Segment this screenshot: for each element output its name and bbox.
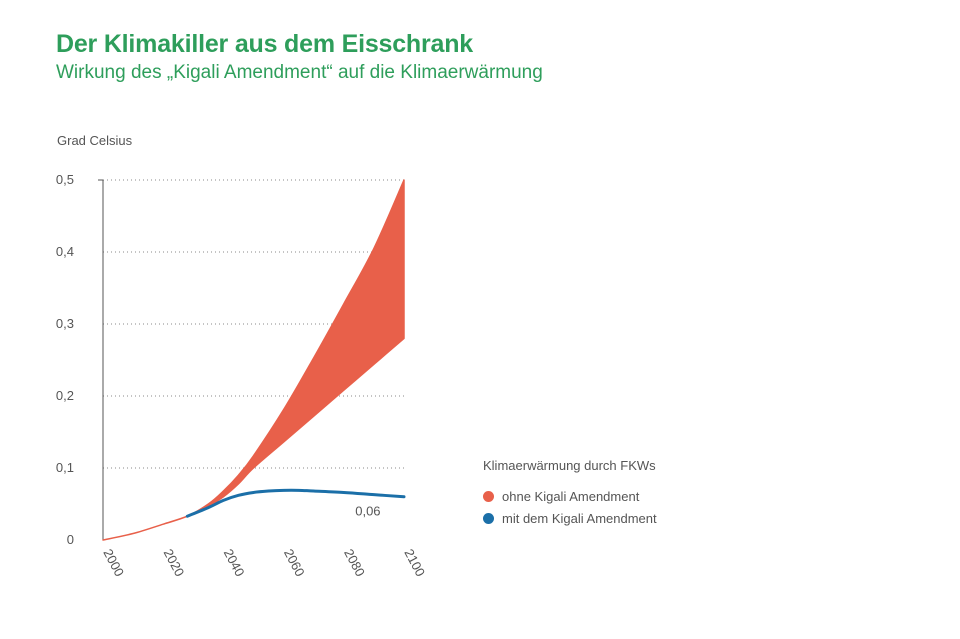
legend-swatch-ohne <box>483 490 494 502</box>
y-tick-label: 0,1 <box>56 460 74 475</box>
y-tick-label: 0,4 <box>56 244 74 259</box>
band-ohne-kigali <box>102 179 405 541</box>
annotation-end-value: 0,06 <box>355 504 380 519</box>
legend-item-ohne: ohne Kigali Amendment <box>483 485 657 507</box>
x-tick-label: 2040 <box>221 546 248 579</box>
y-tick-label: 0,3 <box>56 316 74 331</box>
legend-label-mit: mit dem Kigali Amendment <box>502 510 657 526</box>
y-tick-label: 0 <box>67 532 74 547</box>
y-tick-label: 0,2 <box>56 388 74 403</box>
chart-subtitle: Wirkung des „Kigali Amendment“ auf die K… <box>56 62 543 83</box>
x-tick-label: 2080 <box>341 546 368 579</box>
x-tick-label: 2060 <box>281 546 308 579</box>
legend-item-mit: mit dem Kigali Amendment <box>483 507 657 529</box>
line-mit-kigali <box>185 488 406 518</box>
x-tick-label: 2000 <box>100 546 127 579</box>
x-tick-label: 2100 <box>401 546 428 579</box>
x-tick-label: 2020 <box>161 546 188 579</box>
y-axis-label: Grad Celsius <box>57 133 133 148</box>
chart-title: Der Klimakiller aus dem Eisschrank <box>56 30 474 58</box>
legend-title: Klimaerwärmung durch FKWs <box>483 458 656 473</box>
legend-label-ohne: ohne Kigali Amendment <box>502 488 640 504</box>
y-tick-label: 0,5 <box>56 172 74 187</box>
legend: Klimaerwärmung durch FKWs ohne Kigali Am… <box>483 458 657 529</box>
legend-swatch-mit <box>483 512 494 524</box>
